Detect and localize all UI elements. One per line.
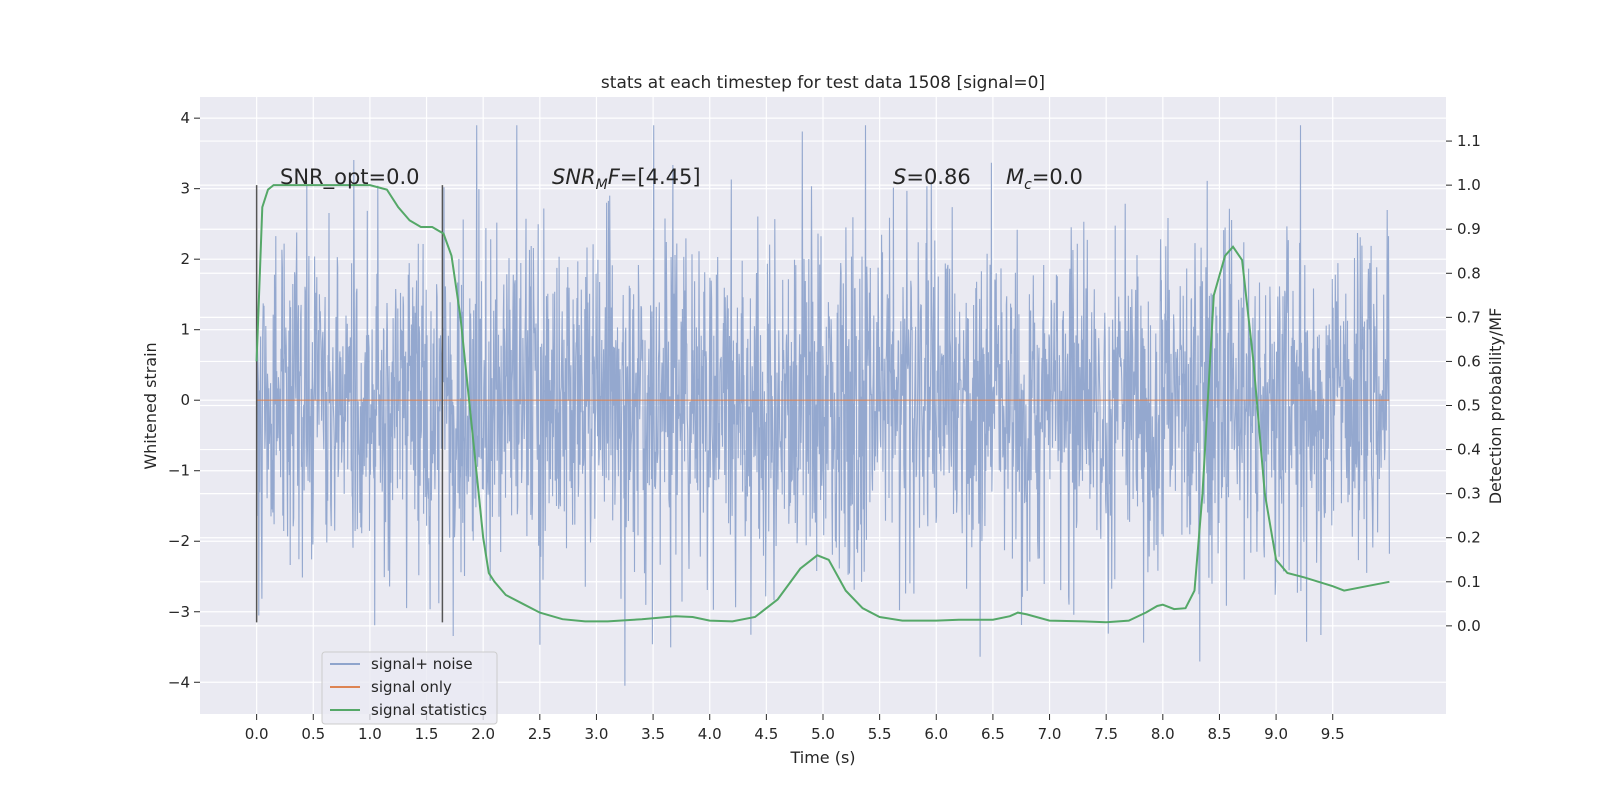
y-tick-label: −3 <box>168 603 190 621</box>
y-tick-label: 4 <box>180 109 190 127</box>
chart-title: stats at each timestep for test data 150… <box>601 73 1045 93</box>
legend-label-signal: signal only <box>371 678 452 696</box>
legend: signal+ noise signal only signal statist… <box>321 651 498 725</box>
x-tick-label: 8.5 <box>1208 725 1232 743</box>
legend-box <box>321 651 498 725</box>
vertical-markers <box>255 185 444 623</box>
y-tick-label: 0 <box>180 391 190 409</box>
y-axis-ticks: −4 −3 −2 −1 0 1 2 3 4 <box>168 109 200 691</box>
y2-tick-label: 0.1 <box>1457 573 1481 591</box>
x-tick-label: 6.0 <box>924 725 948 743</box>
x-axis-ticks: 0.0 0.5 1.0 1.5 2.0 2.5 3.0 3.5 4.0 4.5 5.0 5.5 6.0 6… <box>245 714 1345 743</box>
x-tick-label: 4.5 <box>754 725 778 743</box>
x-tick-label: 4.0 <box>698 725 722 743</box>
annotation-s-value: =0.86 <box>906 165 970 189</box>
legend-label-statistics: signal statistics <box>371 701 487 719</box>
annotation-snr-opt: SNR_opt=0.0 <box>280 165 420 190</box>
x-tick-label: 2.5 <box>528 725 552 743</box>
y-tick-label: 3 <box>180 180 190 198</box>
y-tick-label: −2 <box>168 532 190 550</box>
y2-tick-label: 0.4 <box>1457 441 1481 459</box>
x-axis-label: Time (s) <box>789 748 855 767</box>
annotation-mc-value: =0.0 <box>1032 165 1083 189</box>
y-tick-label: 2 <box>180 250 190 268</box>
legend-label-noise: signal+ noise <box>371 655 473 673</box>
y2-tick-label: 0.7 <box>1457 308 1481 326</box>
x-tick-label: 5.5 <box>868 725 892 743</box>
y2-tick-label: 0.8 <box>1457 264 1481 282</box>
annotation-snr-mf-value: =[4.45] <box>620 165 701 189</box>
y2-tick-label: 0.6 <box>1457 352 1481 370</box>
x-tick-label: 0.0 <box>245 725 269 743</box>
x-tick-label: 0.5 <box>301 725 325 743</box>
x-tick-label: 9.0 <box>1264 725 1288 743</box>
y2-axis-label: Detection probability/MF <box>1486 308 1505 505</box>
y2-tick-label: 0.5 <box>1457 397 1481 415</box>
noise-series <box>256 125 1390 686</box>
y-tick-label: −4 <box>168 673 190 691</box>
y2-tick-label: 1.1 <box>1457 132 1481 150</box>
y2-axis-ticks: 0.0 0.1 0.2 0.3 0.4 0.5 0.6 0.7 0.8 0.9 1.0 1.1 <box>1446 132 1481 635</box>
y2-tick-label: 1.0 <box>1457 176 1481 194</box>
y-tick-label: 1 <box>180 321 190 339</box>
x-tick-label: 1.5 <box>415 725 439 743</box>
noise-line <box>256 125 1390 686</box>
x-tick-label: 5.0 <box>811 725 835 743</box>
y-tick-label: −1 <box>168 462 190 480</box>
x-tick-label: 3.5 <box>641 725 665 743</box>
y2-tick-label: 0.3 <box>1457 485 1481 503</box>
x-tick-label: 3.0 <box>585 725 609 743</box>
x-tick-label: 7.5 <box>1094 725 1118 743</box>
x-tick-label: 7.0 <box>1038 725 1062 743</box>
annotation-mc: Mc=0.0 <box>1006 165 1083 193</box>
x-tick-label: 8.0 <box>1151 725 1175 743</box>
annotation-snr-mf: SNRMF=[4.45] <box>552 165 701 193</box>
x-tick-label: 1.0 <box>358 725 382 743</box>
y-axis-label: Whitened strain <box>141 342 160 469</box>
x-tick-label: 2.0 <box>471 725 495 743</box>
x-tick-label: 6.5 <box>981 725 1005 743</box>
annotation-s: S=0.86 <box>893 165 971 189</box>
signal-statistics-series <box>255 184 1390 624</box>
statistics-line <box>255 184 1390 624</box>
x-tick-label: 9.5 <box>1321 725 1345 743</box>
y2-tick-label: 0.0 <box>1457 617 1481 635</box>
y2-tick-label: 0.2 <box>1457 529 1481 547</box>
y2-tick-label: 0.9 <box>1457 220 1481 238</box>
